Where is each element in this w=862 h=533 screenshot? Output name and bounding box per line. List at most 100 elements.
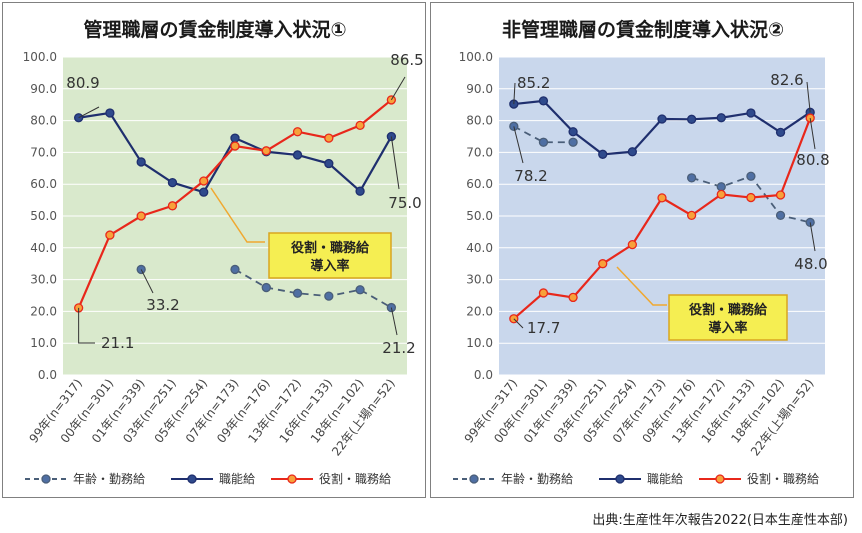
data-label: 82.6 <box>770 71 803 89</box>
leader-line <box>806 81 811 113</box>
chart-panel-non-managerial: 非管理職層の賃金制度導入状況② 0.0 10.0 20.0 30.0 40.0 50.0 60… <box>430 2 854 498</box>
y-tick-label: 10.0 <box>466 336 493 350</box>
legend-marker <box>469 474 479 484</box>
leader-line <box>140 269 154 294</box>
y-tick-label: 0.0 <box>474 368 493 382</box>
data-point <box>538 137 549 147</box>
data-label: 48.0 <box>794 255 827 273</box>
y-tick-label: 60.0 <box>30 177 57 191</box>
y-tick-label: 20.0 <box>30 304 57 318</box>
leader-line <box>513 126 524 164</box>
data-label: 86.5 <box>390 51 423 69</box>
data-point <box>167 201 178 211</box>
data-point <box>261 146 271 156</box>
data-point <box>598 259 608 269</box>
y-tick-label: 50.0 <box>30 209 57 223</box>
data-label: 33.2 <box>146 296 179 314</box>
data-point <box>686 210 697 221</box>
leader-line <box>390 136 400 190</box>
y-tick-label: 50.0 <box>466 209 493 223</box>
callout-box <box>668 294 788 341</box>
data-point <box>136 157 146 167</box>
data-point <box>230 141 240 151</box>
y-tick-label: 40.0 <box>466 241 493 255</box>
data-point <box>167 177 178 188</box>
data-point <box>746 171 756 181</box>
data-point <box>568 127 578 137</box>
data-point <box>627 147 638 157</box>
series-1 <box>509 96 815 159</box>
legend-label: 年齢・勤務給 <box>73 471 145 486</box>
data-point <box>568 137 578 147</box>
leader-line <box>809 117 816 150</box>
chart-non-managerial: 非管理職層の賃金制度導入状況② 0.0 10.0 20.0 30.0 40.0 50.0 60… <box>453 18 830 486</box>
data-label: 80.8 <box>796 151 829 169</box>
data-point <box>355 285 365 295</box>
data-point <box>105 230 115 240</box>
data-point <box>746 192 756 203</box>
data-point <box>292 150 303 160</box>
series-1 <box>73 108 397 197</box>
data-point <box>292 127 303 137</box>
legend-marker <box>41 474 51 484</box>
data-point <box>568 292 578 303</box>
data-point <box>509 121 519 131</box>
chart-title: 管理職層の賃金制度導入状況① <box>83 18 346 41</box>
data-label: 78.2 <box>514 167 547 185</box>
data-point <box>775 127 786 138</box>
legend: 年齢・勤務給 職能給 役割・職務給 <box>453 471 819 486</box>
callout-pointer <box>616 266 667 306</box>
y-tick-label: 100.0 <box>459 50 493 64</box>
data-point <box>199 176 209 186</box>
legend-marker <box>187 474 197 484</box>
y-tick-label: 70.0 <box>30 145 57 159</box>
data-point <box>292 288 303 298</box>
data-point <box>105 108 115 118</box>
data-point <box>716 182 726 192</box>
legend-label: 役割・職務給 <box>319 471 391 486</box>
callout-pointer <box>210 187 265 243</box>
data-point <box>324 133 334 143</box>
leader-line <box>390 307 398 336</box>
data-point <box>686 114 697 124</box>
y-tick-label: 60.0 <box>466 177 493 191</box>
callout-text: 役割・職務給 <box>689 302 768 318</box>
y-tick-label: 20.0 <box>466 304 493 318</box>
data-point <box>136 211 146 221</box>
series-line <box>234 268 392 309</box>
chart-managerial: 管理職層の賃金制度導入状況① 0.0 10.0 20.0 30.0 40.0 50.0 60.… <box>23 18 424 486</box>
data-label: 21.1 <box>101 334 134 352</box>
y-tick-label: 90.0 <box>466 82 493 96</box>
leader-line <box>78 106 100 119</box>
legend-label: 職能給 <box>647 472 683 486</box>
legend-marker <box>715 474 725 484</box>
data-label: 75.0 <box>388 194 421 212</box>
y-tick-label: 10.0 <box>30 336 57 350</box>
data-point <box>686 173 697 183</box>
leader-line <box>513 318 524 329</box>
leader-line <box>513 82 516 105</box>
y-tick-label: 40.0 <box>30 241 57 255</box>
y-tick-label: 90.0 <box>30 82 57 96</box>
callout-box <box>268 232 392 279</box>
legend-marker <box>615 474 625 484</box>
leader-line <box>809 222 816 252</box>
y-tick-label: 0.0 <box>38 368 57 382</box>
data-point <box>324 291 334 301</box>
data-point <box>657 114 667 124</box>
data-point <box>230 133 240 143</box>
data-point <box>324 158 334 169</box>
source-note: 出典:生産性年次報告2022(日本生産性本部) <box>592 513 848 528</box>
series-0 <box>136 264 397 313</box>
callout-text: 導入率 <box>310 258 349 274</box>
data-point <box>355 120 365 131</box>
y-tick-label: 30.0 <box>466 273 493 287</box>
legend-label: 役割・職務給 <box>747 471 819 486</box>
y-tick-label: 30.0 <box>30 273 57 287</box>
data-point <box>355 186 365 196</box>
y-tick-label: 70.0 <box>466 145 493 159</box>
data-point <box>598 149 608 159</box>
data-label: 17.7 <box>527 319 560 337</box>
data-point <box>716 113 726 123</box>
y-tick-label: 80.0 <box>30 114 57 128</box>
